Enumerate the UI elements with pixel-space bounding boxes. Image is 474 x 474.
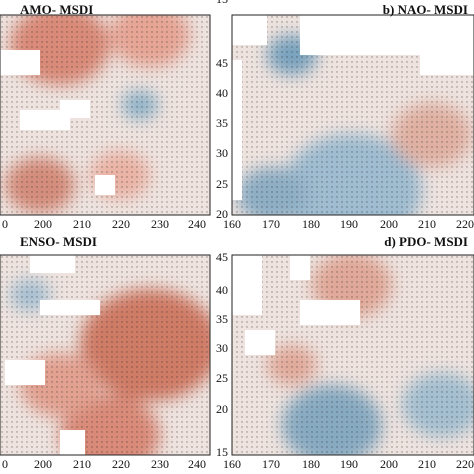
x-tick-label: 240 <box>188 457 206 471</box>
y-tick-label: 45 <box>216 250 228 264</box>
y-tick-label: 35 <box>216 116 228 130</box>
panel-title: ENSO- MSDI <box>20 234 97 249</box>
x-tick-label: 220 <box>112 457 130 471</box>
panel-title: d) PDO- MSDI <box>384 234 468 249</box>
land-mask <box>232 60 242 200</box>
x-tick-label: 230 <box>151 217 169 231</box>
x-tick-label: 210 <box>73 457 91 471</box>
land-mask <box>290 255 310 280</box>
x-tick-label: 210 <box>418 217 436 231</box>
land-mask <box>300 300 360 325</box>
x-tick-label: 160 <box>223 457 241 471</box>
x-tick-label: 220 <box>456 217 474 231</box>
land-mask <box>20 110 70 130</box>
y-tick-label: 45 <box>216 56 228 70</box>
land-mask <box>95 175 115 195</box>
x-tick-label: 230 <box>151 457 169 471</box>
map-panel <box>232 255 474 455</box>
map-panel <box>0 15 210 215</box>
land-mask <box>245 330 275 355</box>
x-tick-label: 0 <box>2 457 8 471</box>
map-frame <box>0 254 211 456</box>
y-tick-label: 25 <box>216 371 228 385</box>
x-tick-label: 160 <box>223 217 241 231</box>
y-tick-label: 40 <box>216 283 228 297</box>
panel-title: b) NAO- MSDI <box>383 2 468 17</box>
map-frame <box>231 14 474 216</box>
x-tick-label: 0 <box>2 217 8 231</box>
map-panel <box>0 255 210 455</box>
x-tick-label: 200 <box>34 457 52 471</box>
y-tick-label: 20 <box>216 402 228 416</box>
y-tick-label: 35 <box>216 312 228 326</box>
x-tick-label: 190 <box>340 217 358 231</box>
y-tick-label: 25 <box>216 177 228 191</box>
map-frame <box>231 254 474 456</box>
y-tick-label: 15 <box>216 0 228 6</box>
land-mask <box>40 300 100 315</box>
x-tick-label: 200 <box>34 217 52 231</box>
land-mask <box>232 255 262 315</box>
panel-title: AMO- MSDI <box>20 2 93 17</box>
x-tick-label: 190 <box>340 457 358 471</box>
land-mask <box>232 15 267 45</box>
x-tick-label: 180 <box>302 217 320 231</box>
land-mask <box>420 15 474 75</box>
x-tick-label: 220 <box>456 457 474 471</box>
map-frame <box>0 14 211 216</box>
x-tick-label: 200 <box>380 457 398 471</box>
land-mask <box>0 50 40 75</box>
y-tick-label: 30 <box>216 341 228 355</box>
land-mask <box>60 430 85 455</box>
x-tick-label: 220 <box>112 217 130 231</box>
x-tick-label: 170 <box>262 457 280 471</box>
x-tick-label: 180 <box>302 457 320 471</box>
x-tick-label: 210 <box>73 217 91 231</box>
x-tick-label: 240 <box>188 217 206 231</box>
y-tick-label: 20 <box>216 207 228 221</box>
stipple <box>0 255 210 455</box>
x-tick-label: 170 <box>262 217 280 231</box>
y-tick-label: 30 <box>216 146 228 160</box>
y-tick-label: 15 <box>216 445 228 459</box>
y-tick-label: 40 <box>216 86 228 100</box>
map-panel <box>232 15 474 215</box>
land-mask <box>30 255 75 273</box>
land-mask <box>5 360 45 385</box>
x-tick-label: 200 <box>380 217 398 231</box>
x-tick-label: 210 <box>418 457 436 471</box>
